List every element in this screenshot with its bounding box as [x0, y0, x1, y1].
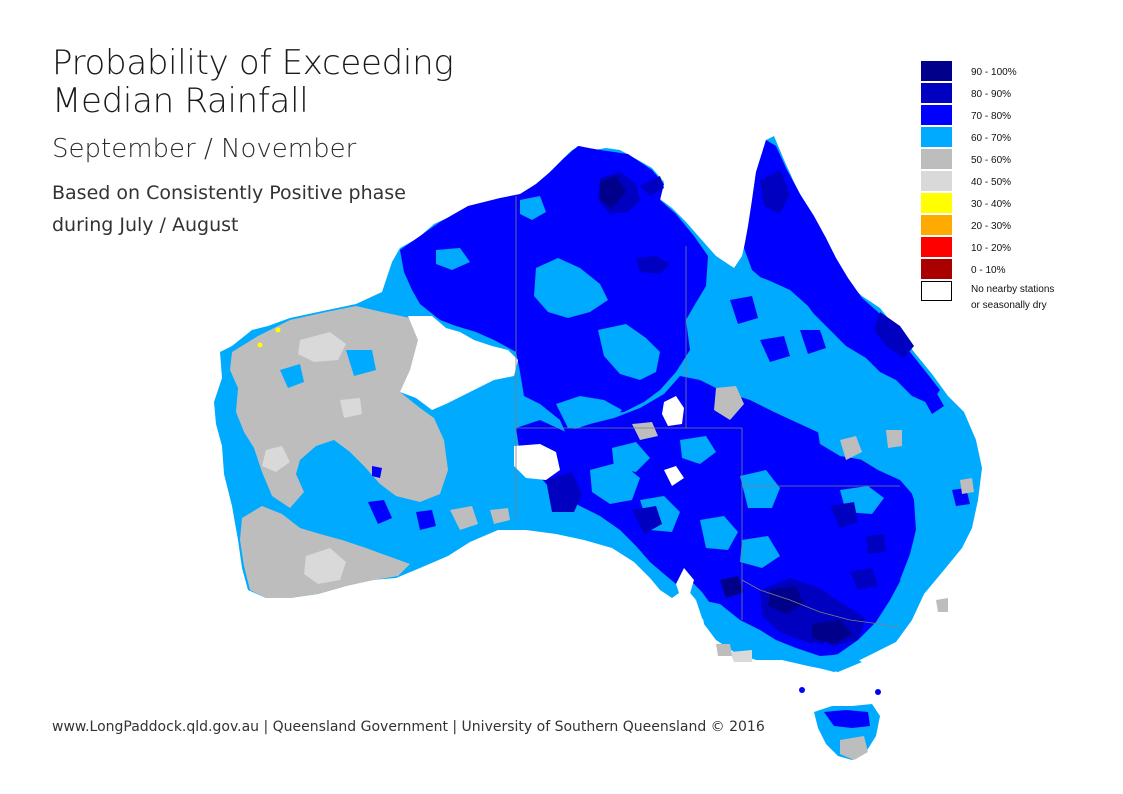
- basis-line-2: during July / August: [52, 214, 239, 236]
- legend-swatch: [921, 105, 952, 125]
- legend-swatch: [921, 83, 952, 103]
- legend-item: 30 - 40%: [921, 193, 1111, 215]
- legend-item: 10 - 20%: [921, 237, 1111, 259]
- title-line-1: Probability of Exceeding: [52, 43, 454, 83]
- islands: [799, 642, 881, 695]
- legend-item: 70 - 80%: [921, 105, 1111, 127]
- legend-label: 90 - 100%: [971, 67, 1017, 78]
- legend-swatch: [921, 237, 952, 257]
- legend-swatch: [921, 171, 952, 191]
- legend-label: No nearby stations: [971, 284, 1055, 295]
- legend-item: 60 - 70%: [921, 127, 1111, 149]
- map-title: Probability of Exceeding Median Rainfall: [52, 43, 454, 121]
- legend-label: 0 - 10%: [971, 265, 1006, 276]
- legend-swatch: [921, 61, 952, 81]
- basis-text: Based on Consistently Positive phase dur…: [52, 177, 406, 241]
- no-data-region-central: [514, 444, 560, 480]
- legend-swatch: [921, 193, 952, 213]
- title-line-2: Median Rainfall: [52, 81, 309, 121]
- footer-credits: www.LongPaddock.qld.gov.au | Queensland …: [52, 719, 765, 735]
- legend-label: 40 - 50%: [971, 177, 1012, 188]
- legend-swatch: [921, 281, 952, 301]
- map-subtitle: September / November: [52, 134, 357, 164]
- legend-item: 50 - 60%: [921, 149, 1111, 171]
- state-borders: [515, 196, 901, 629]
- legend-item: 40 - 50%: [921, 171, 1111, 193]
- legend-label: or seasonally dry: [971, 300, 1047, 311]
- no-data-region-nt: [662, 396, 684, 426]
- legend-item-no-data: No nearby stations or seasonally dry: [921, 281, 1111, 315]
- legend-label: 60 - 70%: [971, 133, 1012, 144]
- legend-label: 20 - 30%: [971, 221, 1012, 232]
- legend-item: 20 - 30%: [921, 215, 1111, 237]
- legend-item: 80 - 90%: [921, 83, 1111, 105]
- no-data-region-wa: [400, 316, 518, 410]
- legend-label: 80 - 90%: [971, 89, 1012, 100]
- legend-label: 70 - 80%: [971, 111, 1012, 122]
- legend-item: 90 - 100%: [921, 61, 1111, 83]
- legend-item: 0 - 10%: [921, 259, 1111, 281]
- legend-swatch: [921, 259, 952, 279]
- legend-swatch: [921, 127, 952, 147]
- legend-label: 30 - 40%: [971, 199, 1012, 210]
- legend-swatch: [921, 149, 952, 169]
- legend-label: 50 - 60%: [971, 155, 1012, 166]
- legend-label: 10 - 20%: [971, 243, 1012, 254]
- basis-line-1: Based on Consistently Positive phase: [52, 182, 406, 204]
- legend-swatch: [921, 215, 952, 235]
- legend: 90 - 100% 80 - 90% 70 - 80% 60 - 70% 50 - 60…: [921, 61, 1111, 315]
